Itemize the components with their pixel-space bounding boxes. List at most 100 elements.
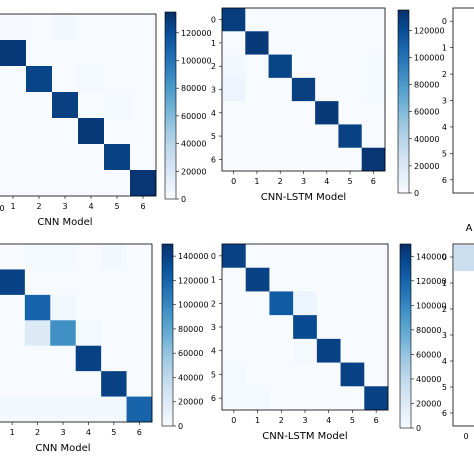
matrix-cell: [454, 245, 474, 271]
matrix-cell: [222, 31, 246, 55]
matrix-cell: [293, 267, 318, 292]
colorbar-tick-label: 0: [181, 195, 186, 204]
matrix-cell: [0, 118, 27, 145]
y-tick-label: 0: [442, 17, 447, 26]
y-tick-label: 1: [211, 276, 216, 285]
matrix-cell: [245, 54, 269, 79]
matrix-cell: [0, 14, 27, 41]
matrix-cell: [222, 101, 246, 125]
matrix-cell: [75, 345, 102, 372]
matrix-cell: [338, 101, 363, 125]
colorbar-tick-label: 0: [178, 422, 183, 431]
matrix-cell: [101, 345, 127, 372]
matrix-cell: [316, 291, 341, 316]
matrix-cell: [52, 66, 79, 93]
y-tick-label: 5: [211, 132, 216, 141]
matrix-cell: [0, 320, 26, 347]
x-tick-label: 3: [302, 416, 307, 425]
matrix-cell: [340, 315, 365, 340]
matrix-cell: [78, 92, 105, 119]
matrix-cell: [338, 77, 363, 102]
matrix-cell: [78, 170, 105, 197]
x-tick-label: 6: [137, 428, 142, 437]
x-tick-label: 0: [0, 204, 5, 213]
matrix-cell: [104, 144, 131, 171]
matrix-cell: [52, 170, 79, 197]
matrix-cell: [126, 294, 153, 321]
x-tick-label: 2: [36, 202, 41, 211]
matrix-cell: [130, 92, 157, 119]
matrix-cell: [50, 320, 77, 347]
y-tick-label: 2: [211, 299, 216, 308]
colorbar-tick-label: 20000: [414, 162, 439, 171]
matrix-cell: [130, 170, 157, 197]
matrix-cell: [0, 66, 27, 93]
colorbar-tick-label: 60000: [416, 350, 441, 359]
matrix-cell: [269, 291, 294, 316]
matrix-cell: [24, 371, 51, 397]
matrix-cell: [315, 77, 339, 102]
matrix-cell: [24, 320, 51, 347]
matrix-cell: [340, 291, 365, 316]
matrix-cell: [316, 362, 341, 387]
y-tick-label: 6: [211, 394, 216, 403]
matrix-cell: [78, 40, 105, 67]
x-tick-label: 1: [254, 177, 259, 186]
colorbar-tick-label: 20000: [181, 167, 206, 176]
colorbar-tick-label: 80000: [414, 81, 439, 90]
matrix-cell: [315, 101, 339, 125]
matrix-cell: [245, 31, 269, 55]
colorbar-tick-label: 0: [414, 189, 419, 198]
x-tick-label: 0: [463, 432, 468, 441]
plot-frame: [452, 7, 474, 194]
matrix-cell: [361, 77, 386, 102]
matrix-cell: [245, 8, 269, 32]
x-tick-label: 5: [350, 416, 355, 425]
heatmap-panel-2-partial: 0 1 2 3 4 5 6 A: [442, 7, 474, 234]
matrix-cell: [78, 144, 105, 171]
matrix-cell: [0, 144, 27, 171]
matrix-cell: [126, 244, 153, 270]
y-tick-label: 4: [211, 109, 216, 118]
colorbar-tick-label: 100000: [181, 56, 212, 65]
y-tick-label: 4: [442, 357, 447, 366]
matrix-cell: [0, 345, 26, 372]
matrix-cell: [104, 66, 131, 93]
matrix-cell: [245, 267, 270, 292]
x-tick-label: 2: [279, 416, 284, 425]
colorbar-tick-label: 40000: [416, 375, 441, 384]
matrix-cell: [364, 362, 389, 387]
matrix-cell: [222, 267, 247, 292]
x-tick-label: 0: [231, 416, 236, 425]
matrix-cell: [50, 244, 77, 270]
colorbar-tick-label: 140000: [416, 252, 447, 261]
matrix-cell: [269, 267, 294, 292]
matrix-cell: [101, 269, 127, 296]
matrix-cell: [75, 371, 102, 397]
matrix-cell: [0, 40, 27, 67]
matrix-cell: [104, 92, 131, 119]
matrix-cell: [364, 315, 389, 340]
matrix-cell: [52, 92, 79, 119]
matrix-cell: [316, 315, 341, 340]
matrix-cell: [293, 315, 318, 340]
matrix-cell: [364, 386, 389, 411]
matrix-cell: [78, 66, 105, 93]
matrix-cell: [316, 244, 341, 269]
matrix-cell: [338, 124, 363, 149]
matrix-cell: [291, 77, 316, 102]
matrix-cell: [269, 244, 294, 269]
matrix-cell: [222, 124, 246, 149]
matrix-cell: [291, 147, 316, 172]
matrix-cell: [364, 244, 389, 269]
matrix-cell: [245, 315, 270, 340]
matrix-cell: [101, 396, 127, 423]
matrix-cell: [315, 147, 339, 172]
y-tick-label: 0: [211, 16, 216, 25]
matrix-cell: [291, 124, 316, 149]
matrix-cell: [0, 92, 27, 119]
matrix-cell: [268, 101, 293, 125]
x-tick-label: 4: [88, 202, 93, 211]
matrix-cell: [0, 371, 26, 397]
y-tick-label: 5: [442, 383, 447, 392]
